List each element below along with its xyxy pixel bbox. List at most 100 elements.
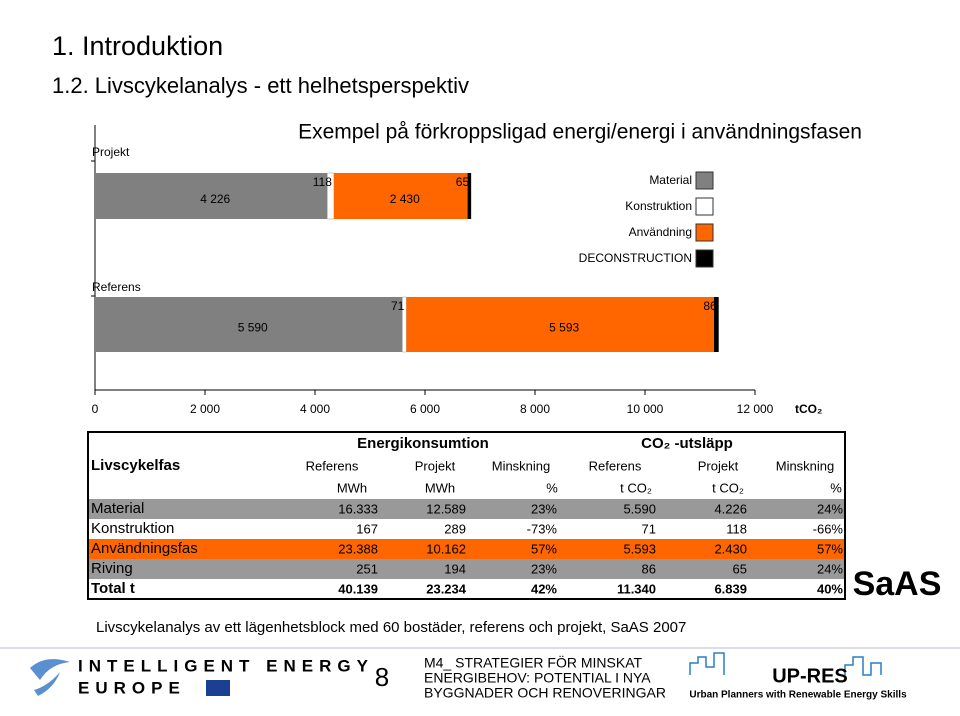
table-cell: 5.593 [623, 541, 656, 556]
legend-label: Användning [629, 225, 692, 239]
eu-flag [206, 680, 230, 696]
table-cell: 194 [444, 561, 466, 576]
table-border [87, 431, 846, 600]
value-label: 71 [391, 299, 405, 313]
table: Material 16.333 12.589 23% 5.590 4.226 24% Kons… [87, 431, 846, 600]
unit-header: t CO₂ [620, 480, 652, 495]
column-header: Projekt [415, 458, 456, 473]
table-row-bg [88, 579, 845, 599]
value-label: 118 [313, 175, 332, 189]
chart-title: Exempel på förkroppsligad energi/energi … [298, 121, 862, 144]
x-axis-label: tCO₂ [795, 402, 822, 416]
ie-logo-text: EUROPE [78, 678, 186, 697]
table-cell: 71 [642, 521, 656, 536]
x-tick-label: 8 000 [520, 402, 550, 416]
table-cell: 167 [356, 521, 378, 536]
group-header: CO₂ -utsläpp [641, 435, 733, 452]
x-tick-label: 4 000 [300, 402, 330, 416]
legend-swatch [695, 223, 714, 242]
table-cell: 57% [817, 541, 843, 556]
x-tick-label: 6 000 [410, 402, 440, 416]
row-label: Total t [91, 580, 135, 597]
table-cell: 57% [531, 541, 557, 556]
x-tick-label: 10 000 [627, 402, 664, 416]
bar-segment [713, 297, 719, 352]
legend-swatch [695, 197, 714, 216]
table-cell: 24% [817, 561, 843, 576]
table-cell: 16.333 [338, 501, 378, 516]
bar-segment [95, 173, 328, 219]
unit-header: % [830, 480, 842, 495]
legend-label: Material [649, 173, 692, 187]
row-label: Material [91, 500, 144, 517]
page-number: 8 [375, 662, 389, 692]
value-label: 2 430 [390, 192, 420, 206]
column-header: Minskning [776, 458, 835, 473]
table-cell: 118 [726, 521, 747, 536]
column-header: Minskning [492, 458, 551, 473]
up-res-tagline: Urban Planners with Renewable Energy Ski… [689, 690, 907, 701]
bar-segment [95, 297, 403, 352]
table-cell: -73% [527, 521, 558, 536]
unit-header: MWh [425, 480, 455, 495]
x-tick-label: 12 000 [737, 402, 774, 416]
saas-logo: SaAS [853, 565, 942, 603]
up-res-logo: UP-RES [772, 665, 848, 687]
footer-title: BYGGNADER OCH RENOVERINGAR [424, 685, 666, 701]
chart: 0 2 000 4 000 6 000 8 000 10 000 12 000 Projekt… [91, 125, 774, 416]
value-label: 4 226 [200, 192, 230, 206]
value-label: 65 [456, 175, 470, 189]
ie-logo-mark [30, 659, 70, 696]
table-cell: 23.234 [426, 581, 467, 596]
column-header: Referens [589, 458, 642, 473]
footer-title: M4_ STRATEGIER FÖR MINSKAT [424, 654, 643, 671]
column-header: Projekt [698, 458, 739, 473]
ie-logo-text: INTELLIGENT ENERGY [78, 656, 374, 675]
category-label: Referens [92, 280, 141, 294]
bar-segment [327, 172, 335, 220]
caption: Livscykelanalys av ett lägenhetsblock me… [96, 619, 686, 636]
row-label: Användningsfas [91, 540, 198, 557]
table-cell: 23% [531, 561, 557, 576]
footer-title: ENERGIBEHOV: POTENTIAL I NYA [424, 670, 651, 686]
table-cell: 4.226 [714, 501, 747, 516]
value-label: 5 590 [238, 321, 268, 335]
table-row-bg [88, 519, 845, 539]
corner-header: Livscykelfas [91, 457, 180, 474]
table-cell: 86 [642, 561, 656, 576]
table-cell: 2.430 [714, 541, 747, 556]
unit-header: % [546, 480, 558, 495]
table-cell: 5.590 [623, 501, 656, 516]
table-row-bg [88, 499, 845, 519]
legend-swatch [695, 171, 714, 190]
table-cell: 12.589 [426, 501, 466, 516]
legend-label: DECONSTRUCTION [579, 251, 692, 265]
row-label: Konstruktion [91, 520, 174, 537]
table-cell: 11.340 [617, 581, 656, 596]
group-header: Energikonsumtion [357, 435, 489, 452]
table-cell: 40% [817, 581, 843, 596]
row-label: Riving [91, 560, 133, 577]
x-tick-label: 2 000 [190, 402, 220, 416]
table-cell: 251 [356, 561, 378, 576]
table-cell: 6.839 [714, 581, 747, 596]
column-header: Referens [306, 458, 359, 473]
table-cell: 42% [531, 581, 557, 596]
table-cell: 23% [531, 501, 557, 516]
value-label: 5 593 [549, 321, 579, 335]
table-row-bg [88, 539, 845, 559]
unit-header: t CO₂ [712, 480, 744, 495]
slide-subtitle: 1.2. Livscykelanalys - ett helhetsperspe… [52, 73, 469, 98]
bar-segment [333, 173, 468, 219]
table-cell: 24% [817, 501, 843, 516]
table-cell: 289 [444, 521, 466, 536]
slide-title: 1. Introduktion [52, 31, 223, 61]
legend-label: Konstruktion [625, 199, 692, 213]
table-cell: 23.388 [338, 541, 378, 556]
table-cell: 40.139 [338, 581, 378, 596]
legend-swatch [695, 249, 714, 268]
bar-segment [406, 297, 714, 352]
table-row-bg [88, 559, 845, 579]
value-label: 86 [703, 299, 717, 313]
